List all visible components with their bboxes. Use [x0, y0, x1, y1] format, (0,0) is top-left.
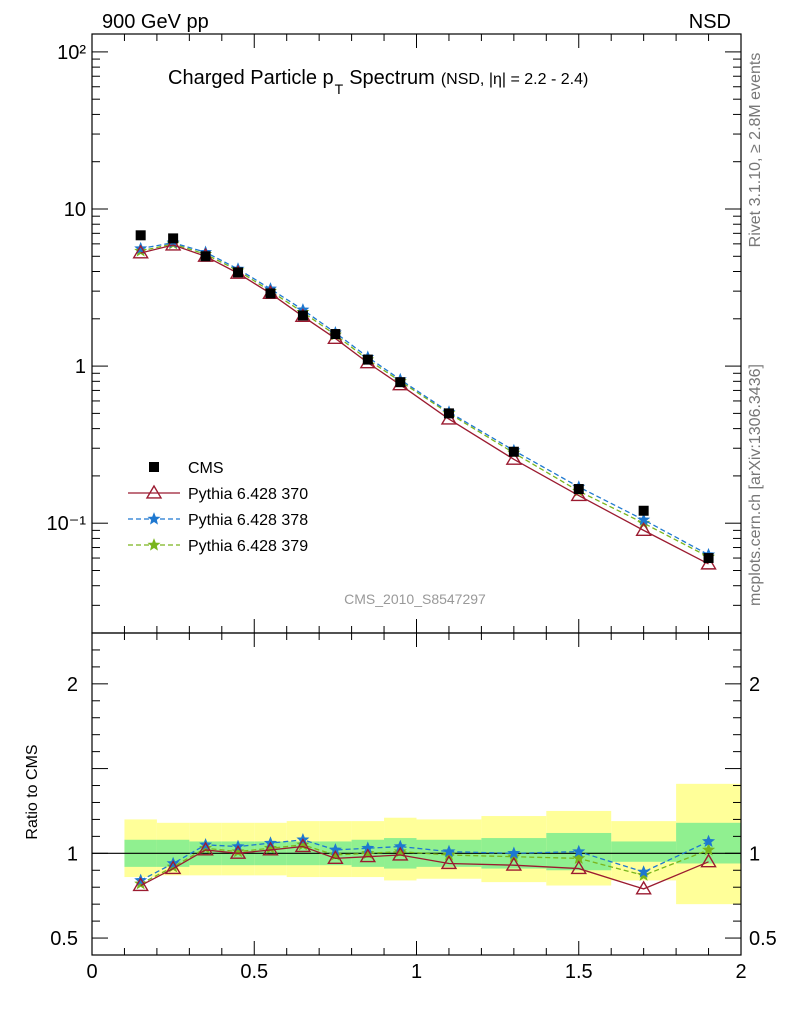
ratio-series-point	[505, 856, 523, 871]
ratio-series-point	[572, 844, 586, 858]
series-line	[140, 242, 709, 556]
ratio-y-tick-label: 0.5	[50, 928, 78, 950]
x-tick-label: 1.5	[565, 961, 593, 983]
ratio-band-inner	[611, 841, 677, 862]
main-panel: 10² 10 1 10⁻¹	[47, 33, 742, 634]
ratio-series-point	[164, 860, 182, 875]
header-right-label: NSD	[689, 11, 731, 33]
ratio-series-point	[700, 853, 717, 868]
side-label-bottom: mcplots.cern.ch [arXiv:1306.3436]	[747, 364, 764, 606]
series-point	[505, 450, 523, 465]
ratio-y-tick-label: 2	[67, 674, 78, 696]
legend-marker	[147, 538, 161, 551]
ratio-series-point	[231, 844, 245, 858]
y-tick-label: 10²	[57, 42, 86, 64]
ratio-y-tick-label-right: 2	[749, 674, 760, 696]
legend-marker-data	[149, 462, 159, 472]
ratio-series-point	[294, 838, 312, 853]
data-point	[233, 267, 244, 278]
ratio-series-point	[442, 844, 456, 858]
ratio-series-point	[507, 846, 521, 859]
ratio-series-point	[359, 848, 377, 863]
data-point	[330, 329, 341, 340]
data-point	[508, 446, 519, 457]
ratio-series-point	[229, 844, 247, 859]
ratio-series-point	[197, 841, 214, 856]
header-left-label: 900 GeV pp	[102, 11, 209, 33]
series-point	[570, 487, 587, 502]
y-tick-label: 1	[75, 356, 86, 378]
ratio-series-point	[637, 865, 651, 878]
ratio-series-point	[392, 846, 409, 861]
ratio-series-line	[140, 845, 709, 890]
series-point	[164, 236, 182, 251]
ratio-series-point	[702, 834, 716, 847]
legend-label-data: CMS	[188, 460, 224, 477]
x-tick-label: 2	[735, 961, 746, 983]
side-label-top: Rivet 3.1.10, ≥ 2.8M events	[747, 53, 764, 248]
ratio-series-point	[262, 841, 279, 856]
legend-marker	[145, 484, 163, 499]
data-point	[200, 251, 211, 262]
legend-label: Pythia 6.428 378	[188, 512, 308, 529]
ratio-series-point	[702, 843, 716, 856]
data-point	[168, 233, 179, 244]
y-tick-label: 10⁻¹	[47, 513, 87, 535]
x-tick-label: 1	[411, 961, 422, 983]
chart-title-subscript: T	[335, 81, 344, 97]
ratio-y-tick-label-right: 0.5	[749, 928, 777, 950]
analysis-watermark: CMS_2010_S8547297	[344, 591, 486, 607]
ratio-series-point	[327, 850, 344, 864]
data-point	[573, 484, 584, 495]
data-point	[297, 310, 308, 321]
ratio-series-point	[635, 880, 652, 895]
ratio-series-point	[132, 877, 149, 892]
ratio-series-point	[570, 860, 587, 875]
data-point	[135, 230, 146, 241]
legend-label: Pythia 6.428 379	[188, 538, 308, 555]
data-point	[703, 553, 714, 564]
y-tick-label: 10	[64, 199, 86, 221]
legend: CMS Pythia 6.428 370 Pythia 6.428 378 Pythi…	[128, 460, 308, 555]
data-point	[638, 505, 649, 516]
series-point	[132, 244, 149, 259]
series-point	[635, 522, 652, 536]
chart-title-suffix: Spectrum	[349, 67, 435, 89]
ratio-y-axis-label: Ratio to CMS	[24, 744, 41, 839]
ratio-series-point	[440, 855, 458, 870]
legend-label: Pythia 6.428 370	[188, 486, 308, 503]
x-tick-label: 0	[86, 961, 97, 983]
ratio-y-tick-label-right: 1	[749, 843, 760, 865]
series-line	[140, 243, 709, 558]
data-point	[362, 354, 373, 365]
ratio-y-tick-label: 1	[67, 843, 78, 865]
data-point	[395, 377, 406, 388]
data-point	[443, 408, 454, 419]
ratio-panel: 0 0.5 1 1.5 2 2 2 1 1 0.5 0.5	[50, 619, 777, 983]
chart-title: Charged Particle pT Spectrum (NSD, |η| = 2…	[168, 67, 588, 97]
chart-title-main: Charged Particle p	[168, 67, 334, 89]
x-tick-label: 0.5	[240, 961, 268, 983]
ratio-frame	[91, 632, 742, 956]
data-point	[265, 288, 276, 299]
chart-title-extra: (NSD, |η| = 2.2 - 2.4)	[441, 71, 588, 88]
legend-marker	[147, 512, 161, 525]
